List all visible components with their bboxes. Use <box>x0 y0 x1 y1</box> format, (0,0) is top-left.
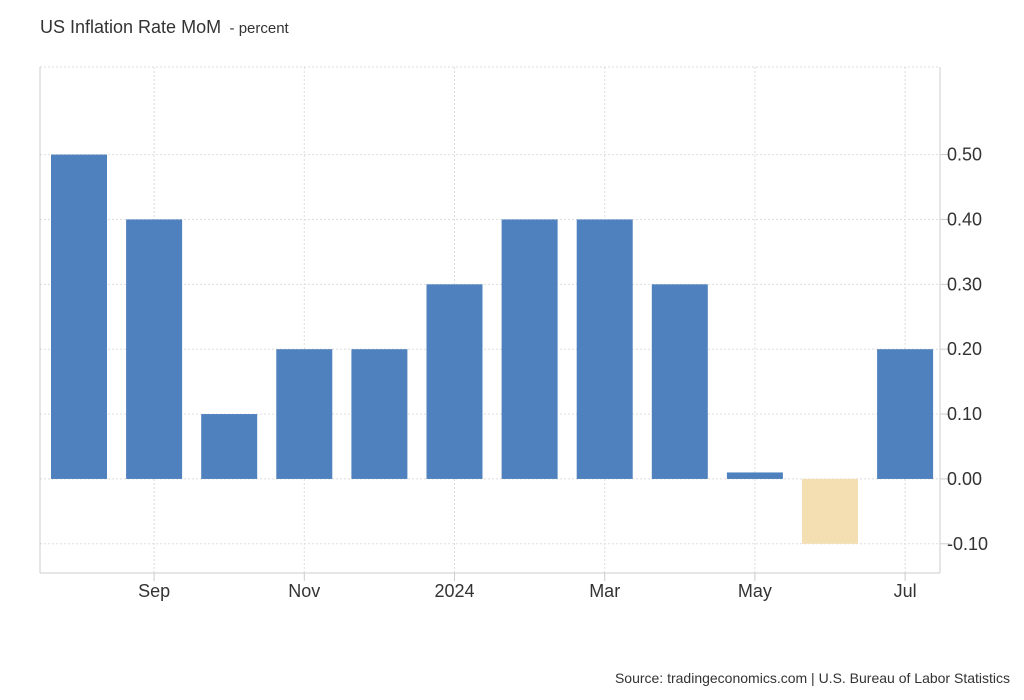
y-tick-label: 0.00 <box>947 469 982 489</box>
y-tick-label: 0.50 <box>947 145 982 165</box>
x-tick-label: May <box>738 581 772 601</box>
chart-title: US Inflation Rate MoM <box>40 17 222 37</box>
bar-2024-06 <box>802 478 858 544</box>
x-tick-label: Mar <box>589 581 620 601</box>
chart-subtitle: - percent <box>229 20 289 37</box>
bar-2024-04 <box>651 284 708 479</box>
bar-2023-10 <box>201 414 258 479</box>
bar-2023-11 <box>276 349 333 479</box>
chart-header: US Inflation Rate MoM - percent <box>40 17 289 38</box>
x-tick-label: 2024 <box>434 581 474 601</box>
axes-layer <box>39 66 950 581</box>
y-tick-label: 0.40 <box>947 209 982 229</box>
bar-2024-02 <box>501 219 558 479</box>
bar-2023-08 <box>51 154 107 479</box>
x-tick-label: Nov <box>288 581 320 601</box>
source-credit: Source: tradingeconomics.com | U.S. Bure… <box>614 670 1010 686</box>
x-tick-label: Sep <box>138 581 170 601</box>
x-tick-label: Jul <box>894 581 917 601</box>
y-tick-label: 0.30 <box>947 274 982 294</box>
bar-2023-09 <box>126 219 183 479</box>
bar-2024-03 <box>576 219 633 479</box>
y-tick-label: -0.10 <box>947 534 988 554</box>
labels-layer: 0.50 0.40 0.30 0.20 0.10 0.00 -0.10 Sep Nov 2024 M… <box>138 145 988 601</box>
bars-layer <box>51 154 934 544</box>
bar-2024-07 <box>877 349 934 479</box>
bar-2024-01 <box>426 284 483 479</box>
bar-2023-12 <box>351 349 408 479</box>
bar-2024-05 <box>726 472 783 479</box>
y-tick-label: 0.20 <box>947 339 982 359</box>
y-tick-label: 0.10 <box>947 404 982 424</box>
